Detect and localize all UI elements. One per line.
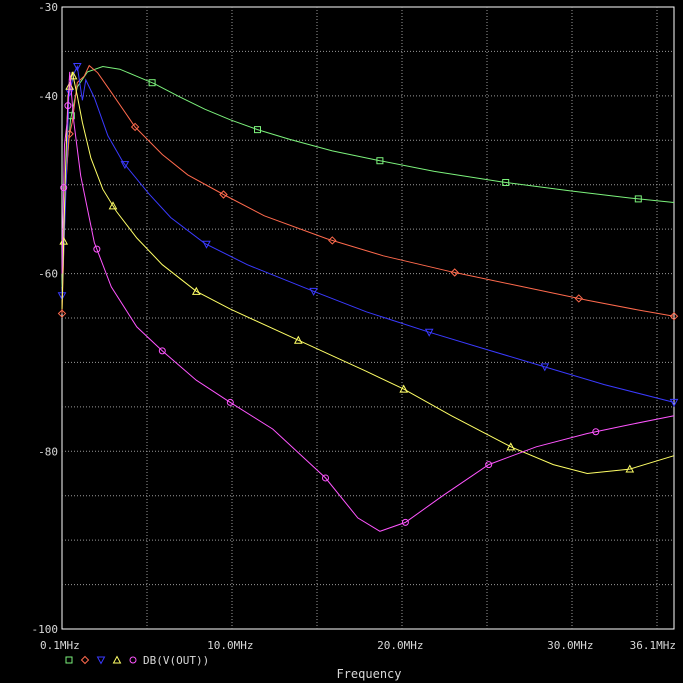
square-marker [502, 178, 510, 186]
series-circle [60, 71, 675, 532]
series-square [61, 65, 675, 287]
square-marker [148, 79, 156, 87]
square-marker [376, 157, 384, 165]
x-tick-label: 20.0MHz [377, 639, 423, 652]
down-triangle-marker [202, 240, 211, 249]
diamond-marker [80, 655, 90, 665]
series-line [61, 64, 675, 403]
circle-marker [129, 656, 137, 664]
grid [62, 7, 674, 629]
down-triangle-marker [120, 161, 130, 170]
y-tick-labels: -30 -40 -60 -80 -100 [32, 1, 59, 636]
up-triangle-marker [191, 286, 201, 295]
series-line [61, 65, 675, 287]
up-triangle-marker [293, 335, 303, 344]
x-tick-labels: 0.1MHz 10.0MHz 20.0MHz 30.0MHz 36.1MHz [40, 639, 676, 652]
diamond-marker [669, 312, 679, 321]
diamond-marker [574, 294, 584, 303]
up-triangle-marker [65, 81, 74, 90]
y-tick-label: -30 [38, 1, 58, 14]
up-triangle-marker [625, 464, 635, 473]
diamond-marker [328, 236, 337, 245]
down-triangle-marker [540, 363, 550, 372]
circle-marker [401, 518, 409, 526]
diamond-marker [219, 190, 228, 199]
series-line [61, 71, 675, 532]
series-line [61, 64, 675, 317]
circle-marker [64, 102, 72, 110]
legend-label: DB(V(OUT)) [143, 654, 209, 667]
diamond-marker [57, 309, 67, 318]
legend: DB(V(OUT)) [65, 654, 209, 667]
circle-marker [93, 245, 101, 253]
y-tick-label: -80 [38, 445, 58, 458]
y-tick-label: -60 [38, 268, 58, 281]
circle-marker [158, 347, 166, 355]
down-triangle-marker [424, 328, 434, 337]
down-triangle-marker [669, 398, 679, 407]
x-tick-label: 10.0MHz [207, 639, 253, 652]
y-tick-label: -100 [32, 623, 59, 636]
circle-marker [485, 461, 493, 469]
up-triangle-marker [399, 384, 409, 393]
up-triangle-marker [59, 236, 69, 245]
diamond-marker [450, 268, 459, 277]
series-diamond [57, 64, 679, 321]
square-marker [65, 656, 73, 664]
series-up-triangle [59, 71, 675, 475]
x-axis-label: Frequency [336, 667, 401, 681]
up-triangle-marker [108, 201, 118, 210]
circle-marker [226, 398, 234, 406]
x-tick-label: 36.1MHz [630, 639, 676, 652]
square-marker [634, 195, 642, 203]
series-layer [57, 63, 679, 532]
down-triangle-marker [72, 63, 82, 72]
up-triangle-marker [506, 442, 516, 451]
up-triangle-marker [68, 71, 78, 80]
down-triangle-marker [96, 656, 106, 665]
x-tick-label: 30.0MHz [547, 639, 593, 652]
circle-marker [592, 428, 600, 436]
y-tick-label: -40 [38, 90, 58, 103]
x-tick-label: 0.1MHz [40, 639, 80, 652]
down-triangle-marker [309, 287, 318, 296]
up-triangle-marker [112, 655, 122, 664]
circle-marker [60, 184, 68, 192]
square-marker [254, 126, 261, 134]
diamond-marker [130, 122, 140, 132]
series-line [61, 71, 675, 475]
circle-marker [322, 474, 329, 482]
